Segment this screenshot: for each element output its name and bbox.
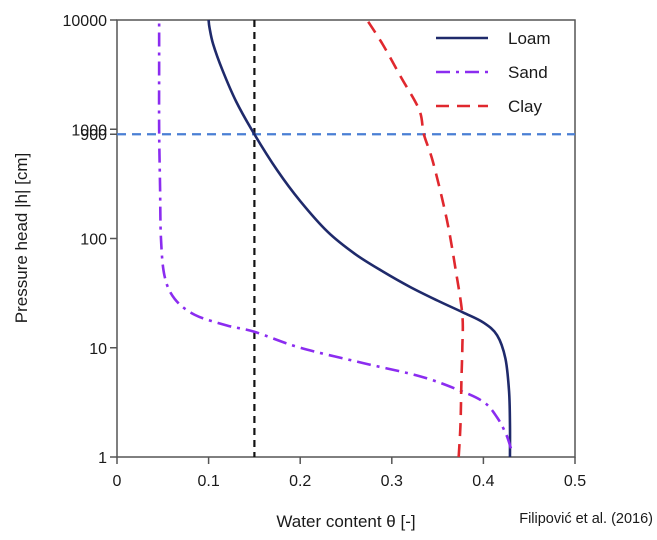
y-tick-label: 10 — [89, 341, 107, 358]
x-tick-label: 0.4 — [472, 473, 494, 490]
series-line-loam — [207, 19, 512, 458]
plot-frame — [116, 19, 576, 458]
x-axis-ticks: 0 0.1 0.2 0.3 0.4 0.5 — [113, 457, 586, 490]
series-line-clay — [365, 19, 465, 458]
y-tick-label: 100 — [80, 232, 107, 249]
legend: Loam Sand Clay — [436, 29, 551, 116]
series-line-sand — [157, 19, 513, 449]
x-axis-label: Water content θ [-] — [276, 512, 415, 531]
x-tick-label: 0.3 — [381, 473, 403, 490]
series-lines — [157, 19, 513, 458]
plot-area — [116, 19, 576, 458]
reference-lines — [117, 20, 575, 457]
legend-label-loam: Loam — [508, 29, 551, 48]
x-tick-label: 0.2 — [289, 473, 311, 490]
x-tick-label: 0 — [113, 473, 122, 490]
y-axis-label: Pressure head |h| [cm] — [12, 153, 31, 323]
y-tick-label: 10000 — [63, 13, 108, 30]
y-tick-label: 1000 — [71, 122, 107, 139]
y-tick-label: 900 — [80, 127, 107, 144]
legend-label-clay: Clay — [508, 97, 543, 116]
source-citation: Filipović et al. (2016) — [519, 511, 653, 527]
x-tick-label: 0.5 — [564, 473, 586, 490]
legend-label-sand: Sand — [508, 63, 548, 82]
y-tick-label: 1 — [98, 450, 107, 467]
x-tick-label: 0.1 — [197, 473, 219, 490]
